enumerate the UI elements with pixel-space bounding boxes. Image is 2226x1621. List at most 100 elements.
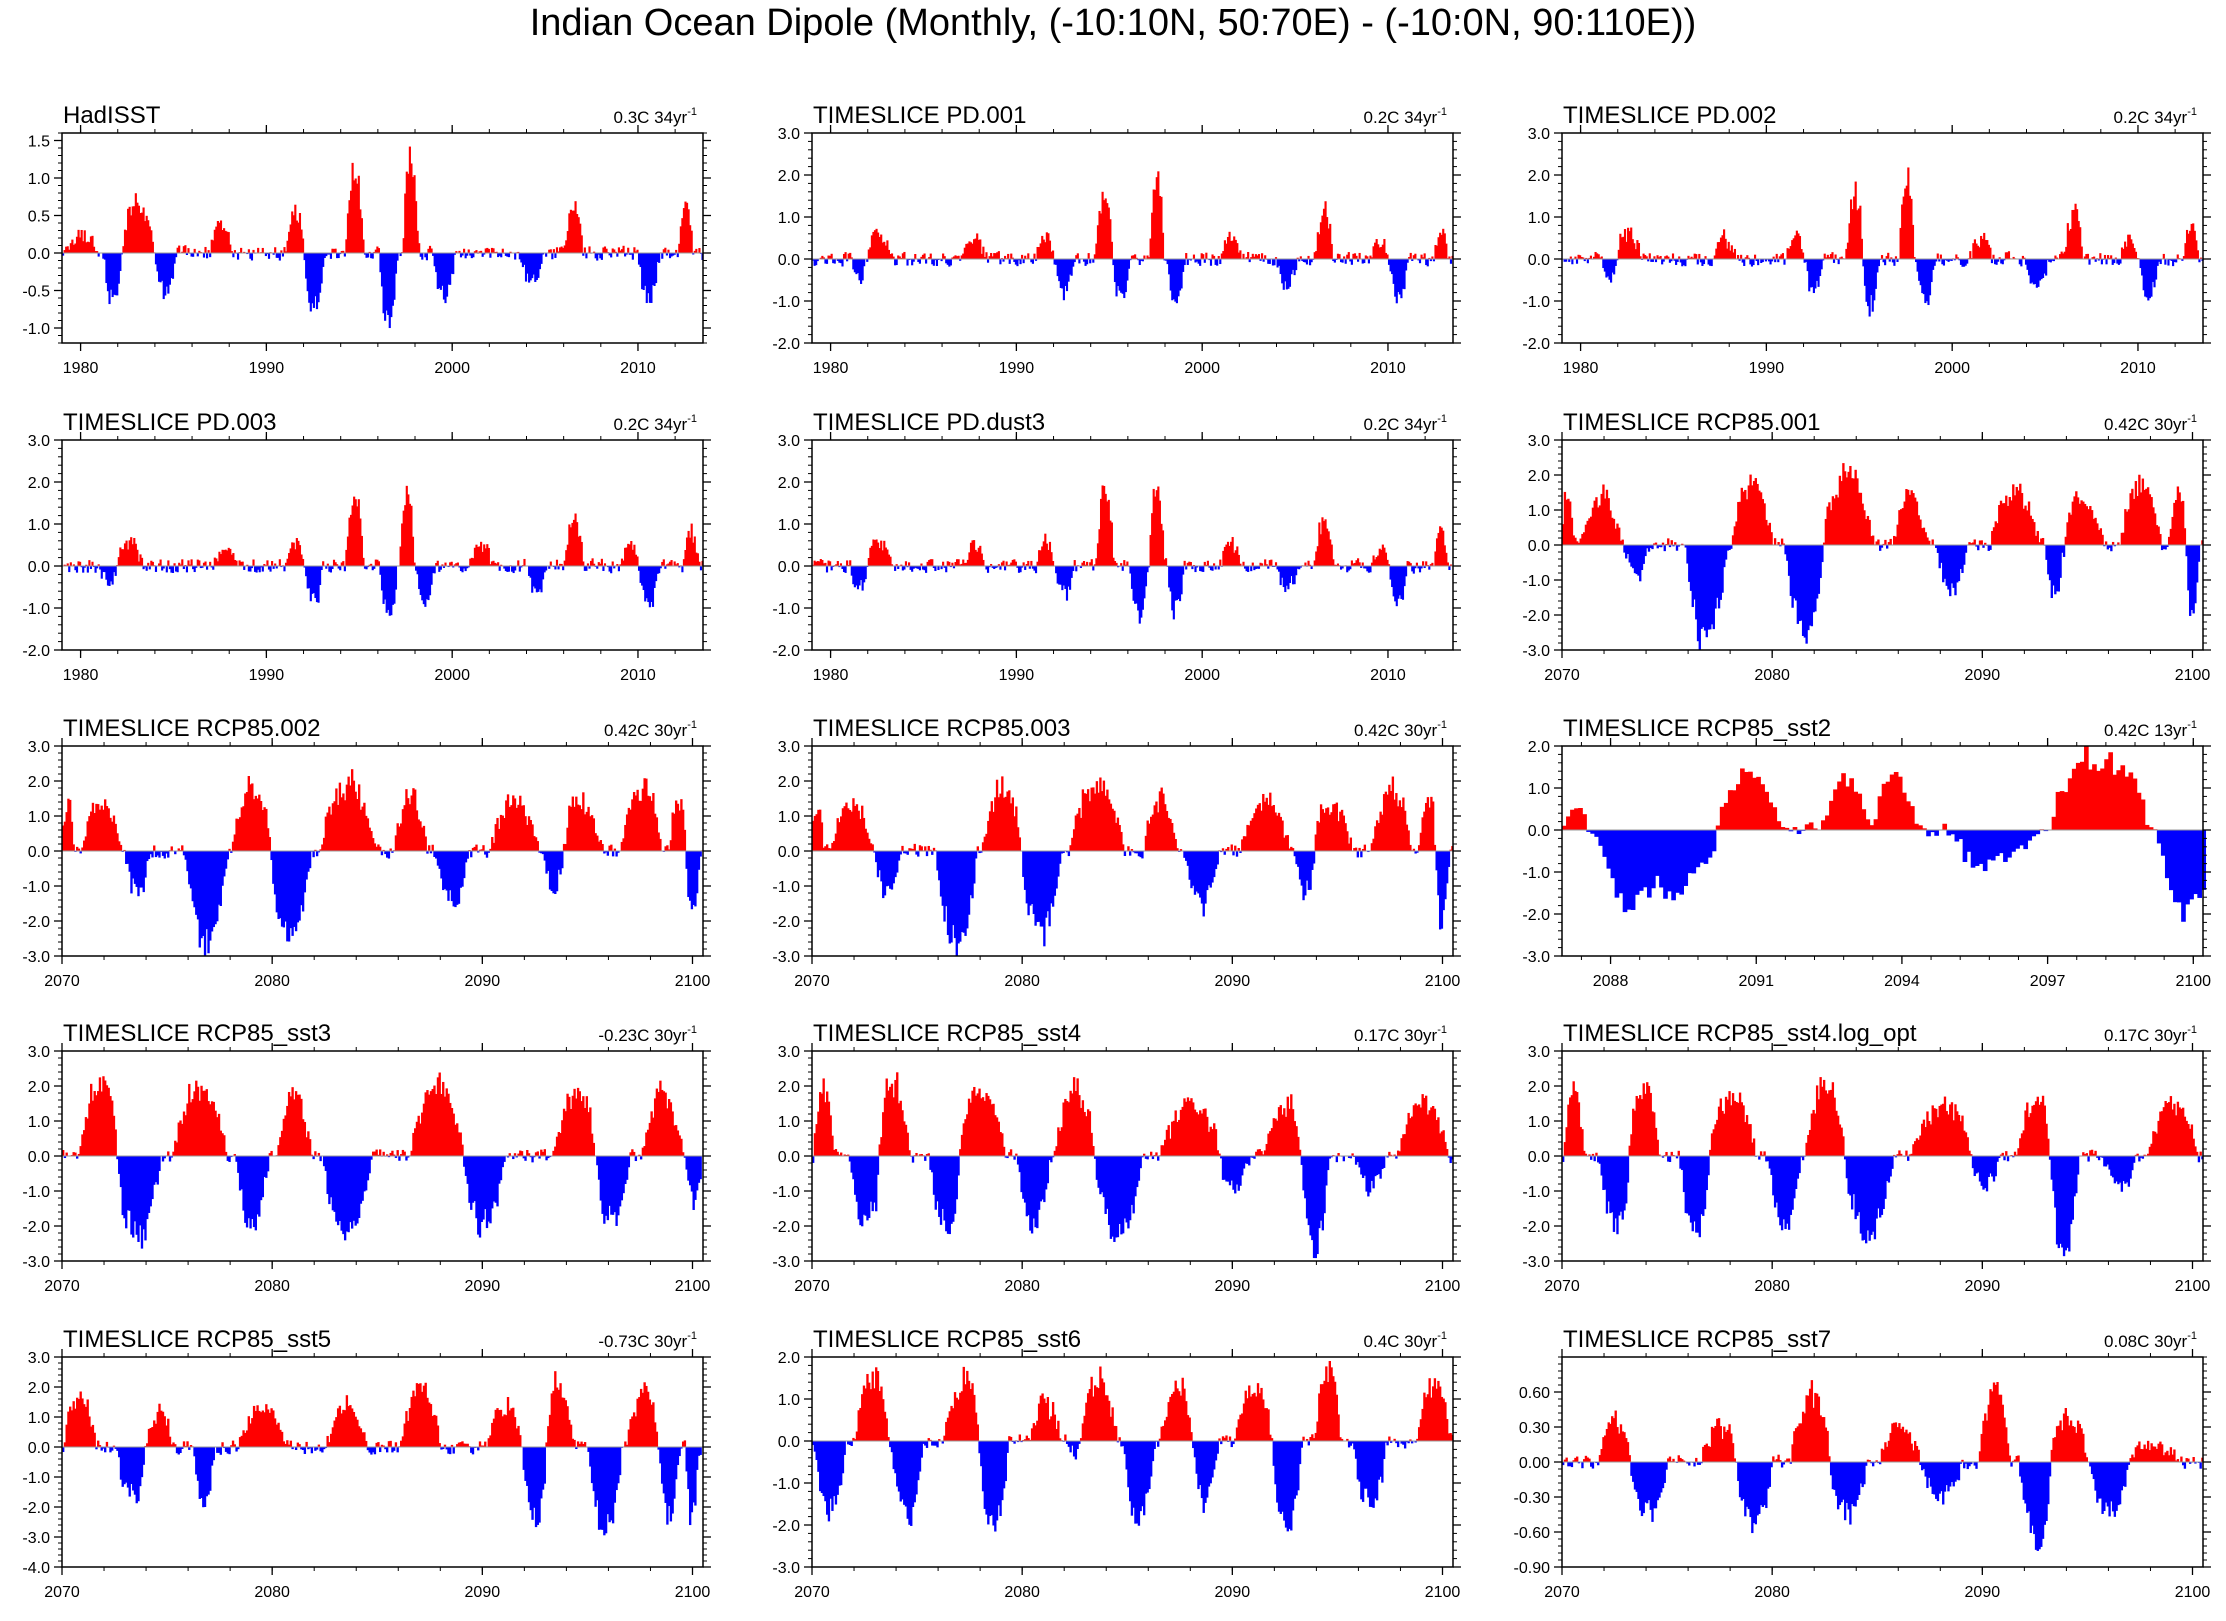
data-bar-positive [252, 249, 255, 253]
data-bar-positive [1251, 562, 1254, 566]
data-bar-positive [356, 506, 359, 566]
data-bar-positive [1409, 252, 1412, 259]
data-bar-negative [858, 259, 861, 281]
data-bar-positive [1254, 254, 1257, 259]
data-bar-negative [1245, 566, 1248, 572]
data-bar-positive [88, 1103, 91, 1156]
data-bar-negative [325, 566, 328, 569]
data-bar-positive [2116, 770, 2122, 830]
data-bar-positive [526, 824, 529, 851]
data-bar-negative [960, 851, 964, 932]
data-bar-negative [1129, 851, 1132, 856]
data-bar-negative [209, 253, 212, 258]
data-bar-positive [223, 1135, 226, 1156]
data-bar-positive [326, 812, 329, 851]
data-bar-negative [838, 566, 841, 568]
data-bar-negative [2195, 545, 2199, 583]
negative-anomaly-series [812, 259, 1453, 304]
data-bar-positive [1185, 253, 1188, 259]
data-bar-positive [237, 819, 240, 851]
data-bar-negative [1977, 545, 1980, 551]
data-bar-positive [480, 250, 483, 253]
data-bar-negative [1954, 830, 1960, 842]
data-bar-negative [202, 253, 206, 258]
data-bar-positive [587, 1112, 590, 1156]
data-bar-negative [2148, 259, 2151, 299]
y-tick-label: 1.0 [778, 517, 800, 534]
data-bar-negative [1199, 566, 1202, 572]
data-bar-positive [645, 1132, 648, 1156]
data-bar-positive [1112, 557, 1115, 566]
data-bar-positive [1681, 543, 1684, 545]
data-bar-negative [2111, 259, 2114, 265]
data-bar-positive [1079, 817, 1083, 851]
data-bar-positive [1791, 240, 1794, 259]
data-bar-positive [1098, 210, 1101, 259]
data-bar-negative [103, 566, 106, 573]
data-bar-positive [630, 541, 633, 566]
data-bar-negative [1178, 566, 1182, 602]
data-bar-negative [1171, 566, 1174, 611]
data-bar-negative [303, 566, 306, 568]
data-bar-positive [2100, 768, 2105, 830]
data-bar-negative [506, 253, 509, 257]
data-bar-negative [1118, 259, 1121, 291]
data-bar-negative [1932, 259, 1935, 270]
data-bar-negative [1874, 259, 1877, 289]
data-bar-positive [1434, 551, 1437, 566]
data-bar-positive [1107, 799, 1111, 851]
data-bar-negative [1862, 259, 1865, 267]
data-bar-negative [1034, 259, 1038, 261]
data-bar-negative [1057, 851, 1060, 877]
data-bar-negative [538, 566, 542, 590]
data-bar-positive [184, 245, 187, 253]
data-bar-negative [328, 566, 331, 572]
data-bar-positive [1324, 201, 1327, 259]
data-bar-negative [2055, 545, 2059, 592]
data-bar-positive [467, 249, 470, 253]
data-bar-positive [1074, 815, 1078, 851]
data-bar-negative [861, 259, 864, 281]
data-bar-negative [1716, 545, 1719, 598]
data-bar-negative [130, 1156, 133, 1235]
data-bar-positive [376, 559, 379, 566]
data-bar-positive [1109, 219, 1112, 259]
data-bar-negative [79, 851, 82, 854]
data-bar-positive [1016, 827, 1020, 851]
data-bar-positive [1579, 255, 1582, 259]
data-bar-positive [576, 214, 579, 253]
data-bar-negative [499, 1156, 503, 1181]
data-bar-negative [202, 851, 205, 936]
data-bar-positive [296, 1094, 300, 1156]
data-bar-positive [1330, 243, 1333, 259]
data-bar-positive [2063, 251, 2066, 259]
data-bar-positive [77, 1153, 81, 1156]
data-bar-negative [425, 253, 428, 261]
data-bar-positive [1765, 519, 1768, 545]
data-bar-negative [1949, 545, 1952, 597]
data-bar-negative [1710, 545, 1714, 625]
data-bar-positive [1842, 463, 1845, 545]
data-bar-positive [2134, 251, 2138, 259]
x-tick-label: 2091 [1738, 973, 1774, 990]
data-bar-positive [140, 212, 144, 253]
data-bar-negative [1964, 259, 1967, 266]
data-bar-negative [853, 259, 856, 273]
data-bar-negative [915, 851, 918, 855]
data-bar-negative [866, 566, 869, 568]
data-bar-negative [174, 851, 177, 855]
data-bar-positive [582, 792, 585, 851]
data-bar-positive [417, 819, 420, 851]
data-bar-positive [2096, 770, 2101, 830]
data-bar-negative [481, 253, 484, 257]
data-bar-positive [480, 541, 483, 566]
data-bar-negative [214, 851, 217, 925]
data-bar-positive [576, 1087, 580, 1156]
data-bar-positive [1973, 539, 1976, 545]
data-bar-positive [517, 251, 520, 253]
data-bar-positive [203, 1090, 207, 1156]
data-bar-negative [2151, 259, 2155, 282]
data-bar-positive [1736, 255, 1740, 259]
data-bar-positive [1352, 563, 1355, 566]
data-bar-negative [610, 1156, 613, 1215]
